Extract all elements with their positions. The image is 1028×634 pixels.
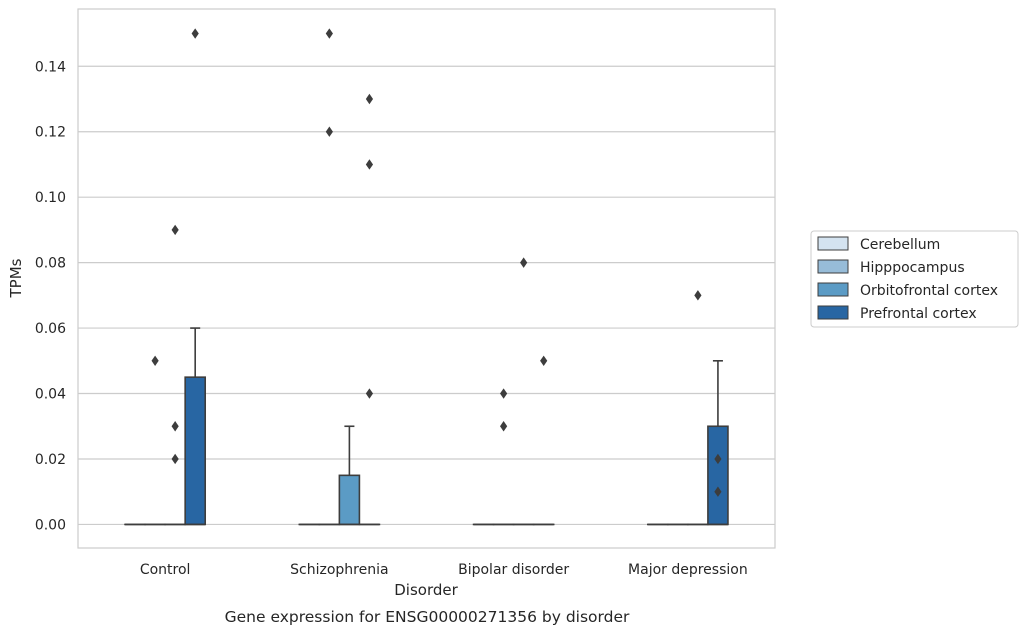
plot-frame [77, 8, 776, 549]
outlier-point [365, 159, 374, 170]
legend-swatch [817, 236, 849, 251]
y-tick-label: 0.00 [35, 517, 66, 533]
legend-swatch [817, 305, 849, 320]
x-tick-label: Major depression [628, 562, 748, 578]
outlier-point [500, 421, 508, 432]
legend-label: Prefrontal cortex [860, 306, 977, 322]
outlier-point [191, 28, 199, 39]
y-tick-label: 0.10 [35, 190, 66, 206]
box-body [338, 474, 361, 526]
legend: Cerebellum Hipppocampus Orbitofrontal cort… [810, 230, 1019, 328]
y-tick-label: 0.14 [35, 59, 66, 75]
outlier-point [714, 453, 722, 465]
outlier-point [171, 421, 179, 432]
outlier-point [171, 224, 179, 236]
legend-label: Hipppocampus [860, 260, 965, 276]
outlier-point [714, 486, 722, 497]
outlier-point [694, 290, 702, 301]
y-tick-label: 0.08 [35, 256, 66, 272]
box-prefrontal-cortex [707, 360, 729, 526]
outlier-point [500, 388, 508, 399]
legend-swatch [817, 259, 849, 274]
outlier-point [325, 126, 333, 137]
box-prefrontal-cortex [532, 355, 555, 526]
chart-caption: Gene expression for ENSG00000271356 by d… [225, 608, 630, 626]
box-body [707, 425, 729, 526]
y-tick-label: 0.02 [35, 452, 66, 468]
box-orbitofrontal-cortex [164, 224, 186, 526]
box-body [184, 376, 207, 526]
legend-frame [810, 230, 1019, 328]
y-tick-labels: 0.00 0.02 0.04 0.06 0.08 0.10 0.12 0.14 [35, 59, 66, 533]
plot-background [78, 9, 775, 548]
y-axis-label: TPMs [7, 258, 25, 298]
outlier-point [365, 388, 374, 399]
outlier-point [520, 257, 528, 268]
box-prefrontal-cortex [358, 93, 381, 526]
y-tick-label: 0.12 [35, 125, 66, 141]
legend-label: Cerebellum [860, 237, 940, 253]
outlier-point [171, 453, 179, 465]
x-tick-label: Bipolar disorder [458, 562, 569, 578]
y-tick-label: 0.04 [35, 387, 66, 403]
x-axis-label: Disorder [394, 581, 458, 599]
box-orbitofrontal-cortex [338, 425, 361, 526]
box-prefrontal-cortex [184, 28, 207, 526]
box-series [124, 28, 729, 526]
y-tick-label: 0.06 [35, 321, 66, 337]
outlier-point [325, 28, 333, 39]
outlier-point [151, 355, 159, 367]
x-tick-label: Schizophrenia [290, 562, 388, 578]
outlier-point [365, 93, 374, 105]
legend-label: Orbitofrontal cortex [860, 283, 998, 299]
outlier-point [540, 355, 548, 367]
x-tick-labels: Control Schizophrenia Bipolar disorder Majo… [140, 562, 748, 578]
x-tick-label: Control [140, 562, 191, 578]
legend-swatch [817, 282, 849, 297]
